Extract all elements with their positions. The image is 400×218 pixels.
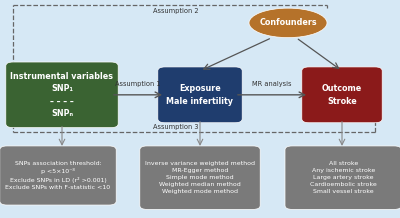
Text: MR analysis: MR analysis xyxy=(252,81,292,87)
FancyBboxPatch shape xyxy=(158,67,242,123)
Ellipse shape xyxy=(249,8,327,37)
Text: Exposure
Male infertility: Exposure Male infertility xyxy=(166,84,234,106)
Text: All stroke
Any ischemic stroke
Large artery stroke
Cardioembolic stroke
Small ve: All stroke Any ischemic stroke Large art… xyxy=(310,161,376,194)
Text: SNPs association threshold:
p <5×10⁻⁸
Exclude SNPs in LD (r² >0.001)
Exclude SNP: SNPs association threshold: p <5×10⁻⁸ Ex… xyxy=(6,161,110,190)
FancyBboxPatch shape xyxy=(140,146,260,209)
FancyBboxPatch shape xyxy=(285,146,400,209)
Text: Instrumental variables
SNP₁
– – – –
SNPₙ: Instrumental variables SNP₁ – – – – SNPₙ xyxy=(10,72,114,118)
Text: Assumption 2: Assumption 2 xyxy=(153,8,199,14)
FancyBboxPatch shape xyxy=(0,146,116,205)
Text: Confounders: Confounders xyxy=(259,18,317,27)
Text: Inverse variance weighted method
MR-Egger method
Simple mode method
Weighted med: Inverse variance weighted method MR-Egge… xyxy=(145,161,255,194)
Text: Assumption 1: Assumption 1 xyxy=(115,81,161,87)
FancyBboxPatch shape xyxy=(302,67,382,123)
Text: Outcome
Stroke: Outcome Stroke xyxy=(322,84,362,106)
FancyBboxPatch shape xyxy=(6,62,118,128)
Text: Assumption 3: Assumption 3 xyxy=(153,124,199,130)
